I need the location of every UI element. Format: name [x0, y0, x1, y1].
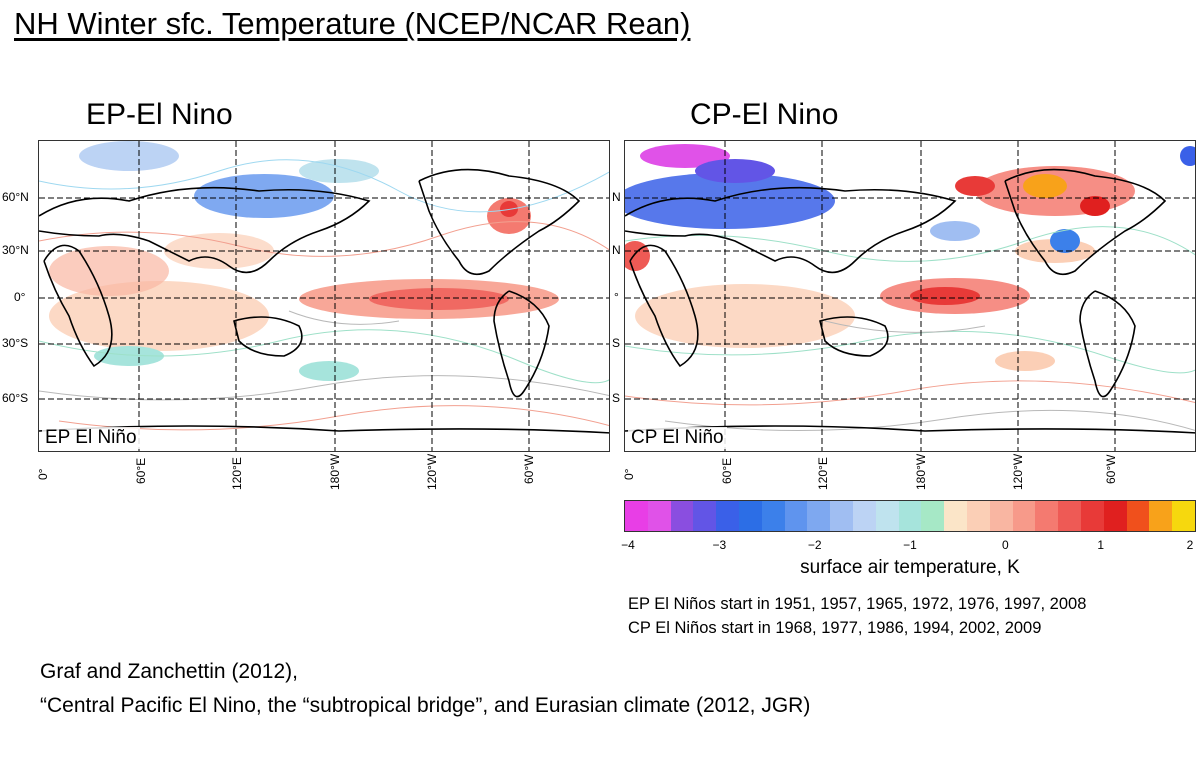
ep-lon-label: 60°E [134, 457, 148, 484]
ep-lat-label: 60°N [2, 190, 29, 204]
colorbar-segment [989, 501, 1013, 531]
colorbar-tick-label: 2 [1186, 538, 1194, 552]
colorbar-tick-label: −1 [903, 538, 917, 552]
cp-map-label: CP El Niño [628, 427, 727, 449]
cp-lat-label: S [612, 336, 621, 350]
colorbar-segment [1035, 501, 1059, 531]
ep-lon-label: 0° [36, 468, 50, 480]
colorbar-segment [1058, 501, 1081, 531]
colorbar-segment [1080, 501, 1104, 531]
colorbar-segment [625, 501, 648, 531]
colorbar-segment [944, 501, 967, 531]
colorbar-segment [1012, 501, 1036, 531]
cp-lon-label: 120°W [1011, 453, 1025, 490]
colorbar-segment [716, 501, 739, 531]
cp-anomaly-map: CP El Niño [624, 140, 1196, 452]
ep-lat-label: 60°S [2, 391, 29, 405]
colorbar-segment [1149, 501, 1173, 531]
ep-anomaly-map: EP El Niño [38, 140, 610, 452]
colorbar-segment [761, 501, 785, 531]
ep-lat-label: 0° [14, 290, 26, 304]
ep-lon-label: 120°W [425, 453, 439, 490]
ep-lon-label: 60°W [522, 454, 536, 484]
slide-title: NH Winter sfc. Temperature (NCEP/NCAR Re… [14, 6, 691, 41]
cp-lon-label: 0° [622, 468, 636, 480]
cp-lon-label: 180°W [914, 453, 928, 490]
ep-map-label: EP El Niño [42, 427, 140, 449]
colorbar-tick-label: 0 [1001, 538, 1009, 552]
colorbar-segment [670, 501, 694, 531]
colorbar-segment [647, 501, 671, 531]
colorbar-segment [966, 501, 990, 531]
cp-lat-label: S [612, 391, 621, 405]
colorbar-label: surface air temperature, K [800, 557, 1020, 578]
colorbar-segment [921, 501, 945, 531]
cp-lat-label: ° [614, 290, 619, 304]
ep-map-graphic [39, 141, 609, 451]
colorbar-segment [1103, 501, 1127, 531]
cp-lon-label: 60°W [1104, 454, 1118, 484]
colorbar-segment [875, 501, 899, 531]
cp-lon-label: 120°E [816, 457, 830, 490]
colorbar-segment [852, 501, 876, 531]
ep-lat-label: 30°N [2, 243, 29, 257]
colorbar-tick-label: 1 [1097, 538, 1104, 552]
colorbar-segment [784, 501, 808, 531]
colorbar-segment [898, 501, 922, 531]
cp-years-note: CP El Niños start in 1968, 1977, 1986, 1… [628, 619, 1042, 637]
cp-lon-label: 60°E [720, 457, 734, 484]
colorbar-tick-label: −2 [807, 538, 822, 552]
cp-map-graphic [625, 141, 1195, 451]
colorbar-segment [1172, 501, 1195, 531]
colorbar-tick-label: −4 [621, 538, 635, 552]
colorbar-segment [738, 501, 762, 531]
cp-lat-label: N [612, 190, 621, 204]
ep-lon-label: 120°E [230, 457, 244, 490]
colorbar-tick-label: −3 [712, 538, 727, 552]
cp-lat-label: N [612, 243, 621, 257]
ep-panel-title: EP-El Nino [86, 98, 233, 131]
temperature-colorbar [624, 500, 1196, 532]
citation-title: “Central Pacific El Nino, the “subtropic… [40, 694, 811, 717]
ep-years-note: EP El Niños start in 1951, 1957, 1965, 1… [628, 595, 1087, 613]
colorbar-segment [830, 501, 853, 531]
colorbar-segment [1126, 501, 1150, 531]
ep-lon-label: 180°W [328, 453, 342, 490]
citation-authors: Graf and Zanchettin (2012), [40, 660, 298, 683]
cp-panel-title: CP-El Nino [690, 98, 839, 131]
colorbar-segment [807, 501, 831, 531]
colorbar-segment [693, 501, 717, 531]
ep-lat-label: 30°S [2, 336, 29, 350]
